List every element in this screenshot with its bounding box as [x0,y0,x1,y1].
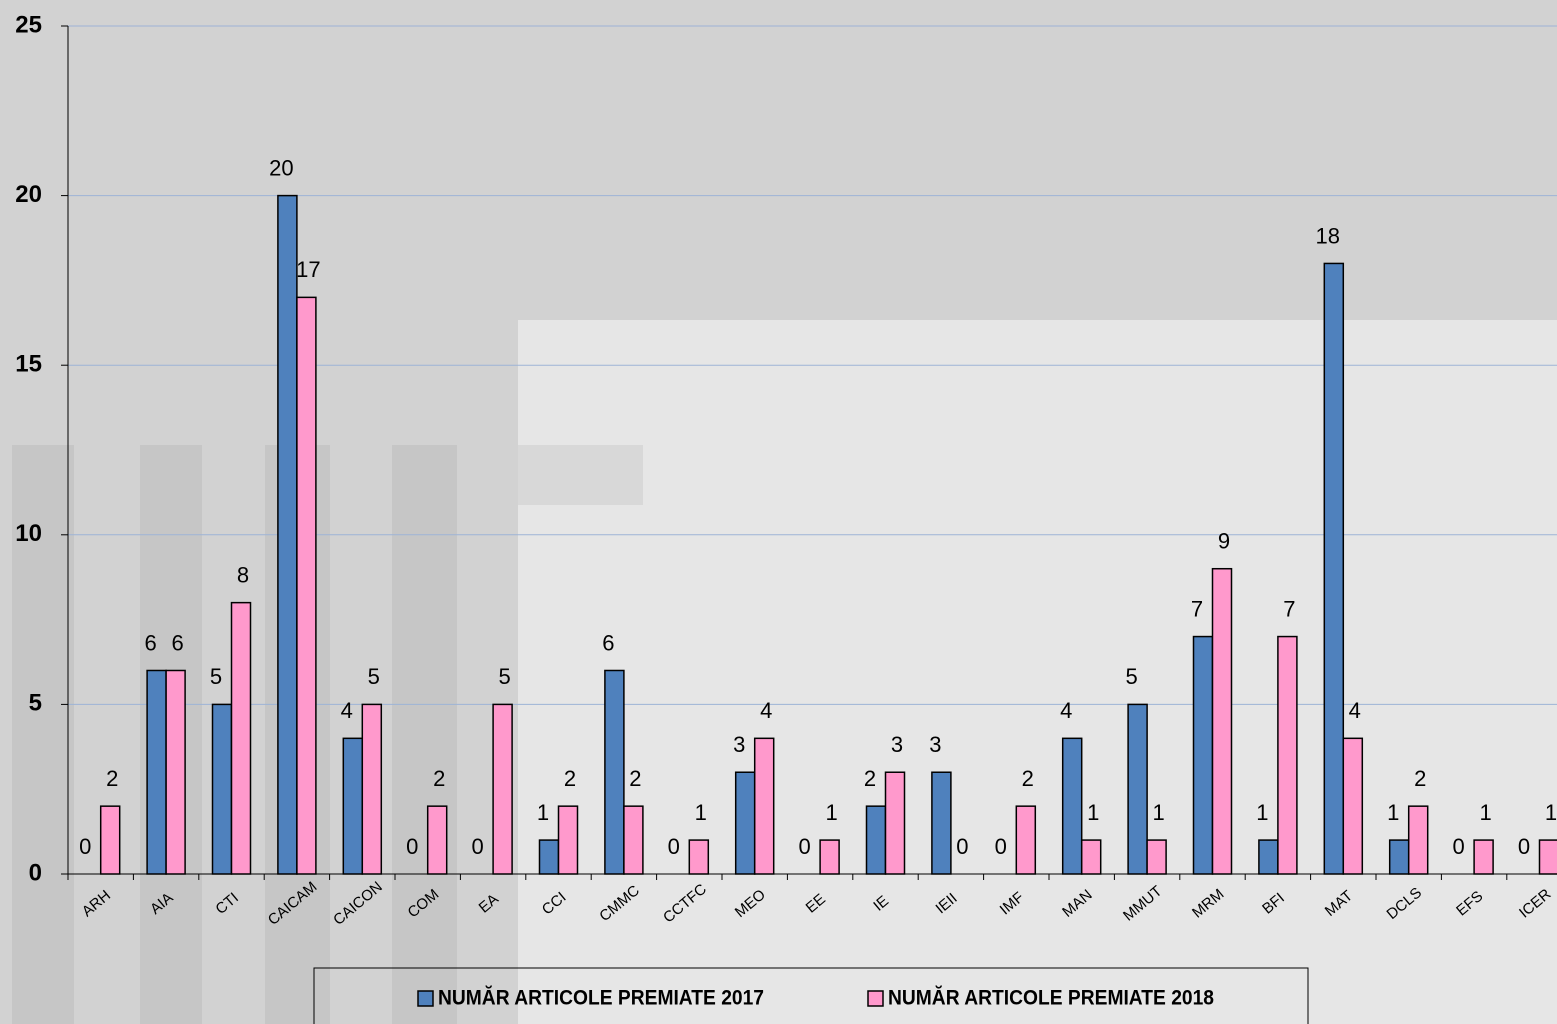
bar [1323,262,1345,875]
bar [557,805,579,875]
bar [146,669,167,875]
legend-label: NUMĂR ARTICOLE PREMIATE 2017 [438,987,764,1010]
data-label: 0 [995,834,1007,859]
data-label: 17 [296,257,320,282]
bar [1538,839,1557,875]
bar [1407,805,1429,875]
data-label: 0 [1452,834,1464,859]
bar [688,839,710,875]
legend-swatch [417,990,434,1007]
data-label: 1 [1545,800,1557,825]
data-label: 0 [956,834,968,859]
bar [1342,737,1364,875]
y-tick-label: 5 [29,690,42,717]
data-label: 6 [144,630,156,655]
data-label: 3 [929,732,941,757]
data-label: 7 [1191,596,1203,621]
data-label: 20 [269,155,293,180]
watermark [518,320,1557,1024]
bar [604,669,625,875]
bar [884,771,906,875]
y-tick-label: 10 [15,520,42,547]
data-label: 6 [602,630,614,655]
legend-label: NUMĂR ARTICOLE PREMIATE 2018 [888,987,1214,1010]
bar [277,194,298,875]
bar [230,601,252,875]
data-label: 0 [1518,834,1530,859]
data-label: 1 [695,800,707,825]
bar [1388,839,1410,875]
data-label: 2 [864,766,876,791]
bar [1473,839,1494,875]
data-label: 2 [433,766,445,791]
watermark [392,445,457,1024]
bar [1080,839,1102,875]
watermark [12,445,74,1024]
data-label: 2 [1414,766,1426,791]
data-label: 4 [1349,698,1361,723]
data-label: 1 [1256,800,1268,825]
bar [753,737,775,875]
bar [1127,703,1148,875]
data-label: 3 [733,732,745,757]
data-label: 0 [406,834,418,859]
legend-swatch [867,990,884,1007]
data-label: 3 [891,732,903,757]
data-label: 7 [1283,596,1295,621]
data-label: 1 [825,800,837,825]
data-label: 2 [1022,766,1034,791]
data-label: 1 [1152,800,1164,825]
data-label: 4 [341,698,353,723]
bar [819,839,840,875]
bar [931,771,952,875]
bar [165,669,186,875]
data-label: 0 [798,834,810,859]
data-label: 0 [668,834,680,859]
bar [1258,839,1279,875]
data-label: 5 [368,664,380,689]
bar [865,805,887,875]
bar [492,703,513,875]
y-tick-label: 25 [15,11,42,38]
data-label: 2 [106,766,118,791]
bar [1277,635,1298,875]
data-label: 4 [760,698,772,723]
data-label: 5 [210,664,222,689]
y-tick-label: 15 [15,351,42,378]
bar [426,805,448,875]
data-label: 0 [471,834,483,859]
bar [1146,839,1167,875]
data-label: 4 [1060,698,1072,723]
bar [342,737,364,875]
data-label: 1 [537,800,549,825]
bar [734,771,756,875]
data-label: 1 [1087,800,1099,825]
y-tick-label: 0 [29,859,42,886]
bar [623,805,644,875]
data-label: 1 [1479,800,1491,825]
data-label: 8 [237,562,249,587]
watermark [518,445,643,505]
bar [1211,567,1233,875]
data-label: 5 [1125,664,1137,689]
data-label: 0 [79,834,91,859]
y-tick-label: 20 [15,181,42,208]
data-label: 2 [629,766,641,791]
bar [1192,635,1214,875]
legend-box [313,967,1309,1024]
bar [1061,737,1083,875]
bar [361,703,383,875]
bar [538,839,560,875]
bar [211,703,233,875]
bar [296,296,317,875]
data-label: 9 [1218,529,1230,554]
data-label: 1 [1387,800,1399,825]
data-label: 2 [564,766,576,791]
bar [99,805,121,875]
data-label: 18 [1316,223,1340,248]
data-label: 5 [498,664,510,689]
data-label: 6 [171,630,183,655]
bar [1015,805,1037,875]
